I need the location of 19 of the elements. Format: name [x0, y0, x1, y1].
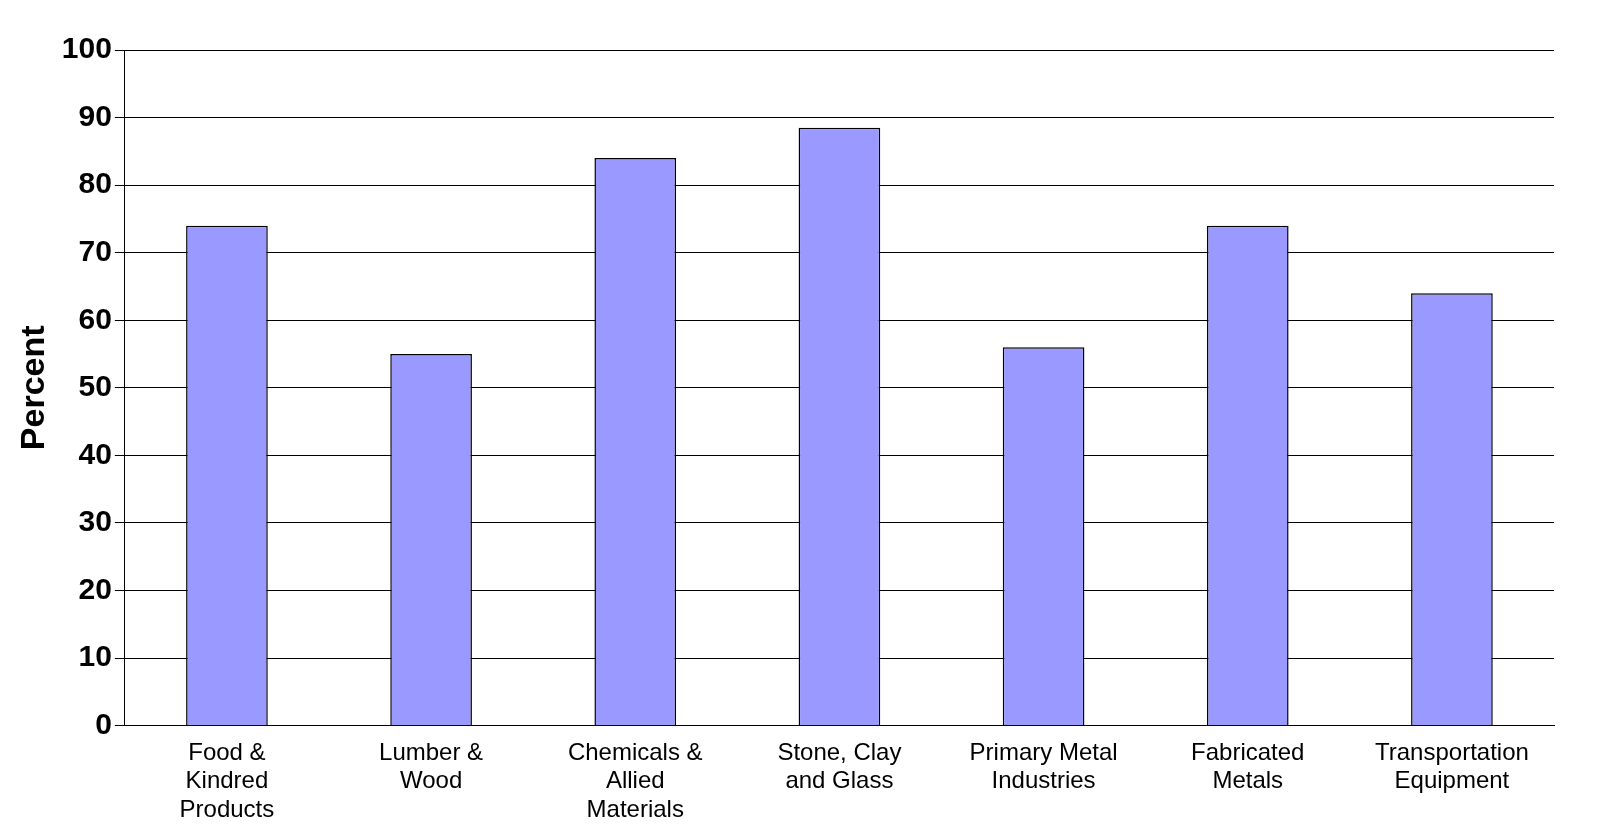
y-tick-label: 10	[78, 639, 112, 673]
x-tick-label: Primary Metal Industries	[969, 737, 1118, 794]
y-tick-label: 0	[95, 706, 112, 740]
y-tick-label: 40	[78, 436, 112, 470]
x-tick-label: Food & Kindred Products	[179, 737, 275, 823]
y-axis-title: Percent	[12, 325, 51, 451]
x-tick-label: Lumber & Wood	[379, 737, 484, 794]
y-tick-label: 100	[61, 31, 112, 65]
y-tick-label: 90	[78, 98, 112, 132]
y-tick-label: 70	[78, 233, 112, 267]
y-tick-label: 80	[78, 166, 112, 200]
y-tick-label: 30	[78, 504, 112, 538]
x-tick-label: Chemicals & Allied Materials	[567, 737, 703, 823]
y-tick-label: 50	[78, 369, 112, 403]
x-tick-label: Stone, Clay and Glass	[777, 737, 902, 794]
y-tick-label: 20	[78, 571, 112, 605]
x-tick-label: Transportation Equipment	[1374, 737, 1529, 794]
x-tick-label: Fabricated Metals	[1191, 737, 1305, 794]
y-tick-label: 60	[78, 301, 112, 335]
